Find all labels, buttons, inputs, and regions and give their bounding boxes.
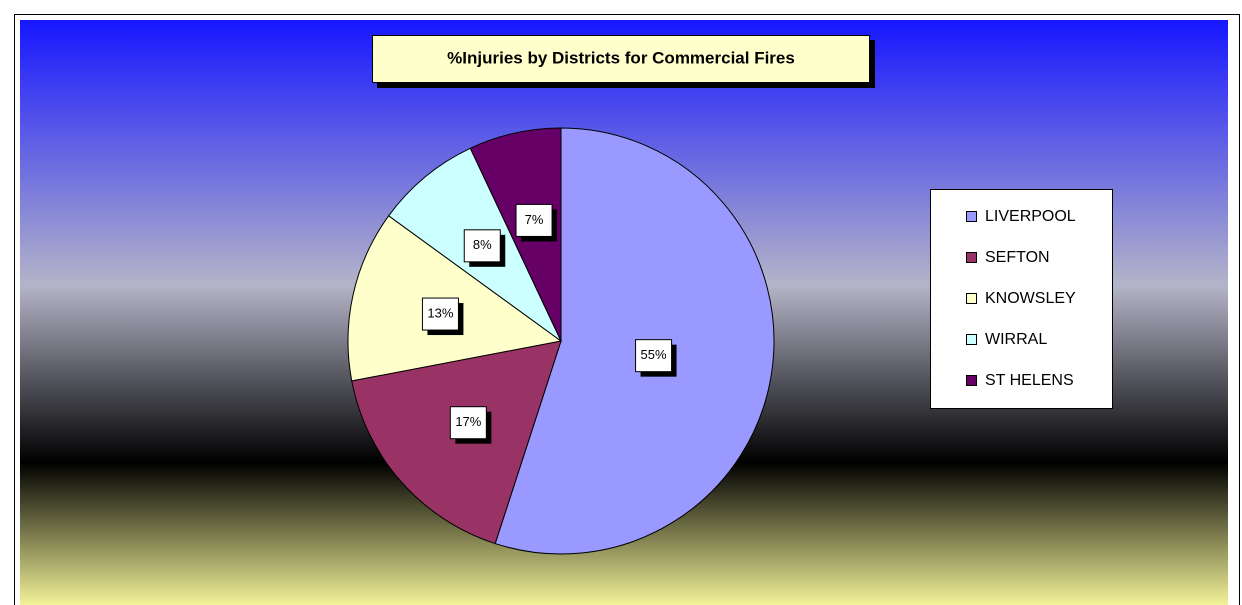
- data-label: 7%: [525, 212, 544, 227]
- legend-label: LIVERPOOL: [985, 208, 1076, 225]
- data-label-box: [515, 203, 553, 237]
- data-label-box: [449, 406, 487, 440]
- data-label-box: [463, 229, 501, 263]
- data-label-box: [635, 339, 673, 373]
- legend-label: ST HELENS: [985, 372, 1074, 389]
- legend-swatch: [966, 293, 977, 304]
- data-label: 17%: [455, 414, 481, 429]
- data-label: 13%: [427, 305, 453, 320]
- legend-swatch: [966, 375, 977, 386]
- title-box: [372, 35, 870, 83]
- legend-swatch: [966, 334, 977, 345]
- legend-box: [930, 189, 1113, 409]
- chart-title: %Injuries by Districts for Commercial Fi…: [447, 48, 795, 67]
- data-label: 8%: [473, 237, 492, 252]
- data-label-box: [421, 297, 459, 331]
- pie-slice: [494, 127, 775, 555]
- legend-label: SEFTON: [985, 249, 1050, 266]
- legend-label: WIRRAL: [985, 331, 1047, 348]
- legend-swatch: [966, 211, 977, 222]
- data-label: 55%: [641, 347, 667, 362]
- legend-swatch: [966, 252, 977, 263]
- legend-label: KNOWSLEY: [985, 290, 1076, 307]
